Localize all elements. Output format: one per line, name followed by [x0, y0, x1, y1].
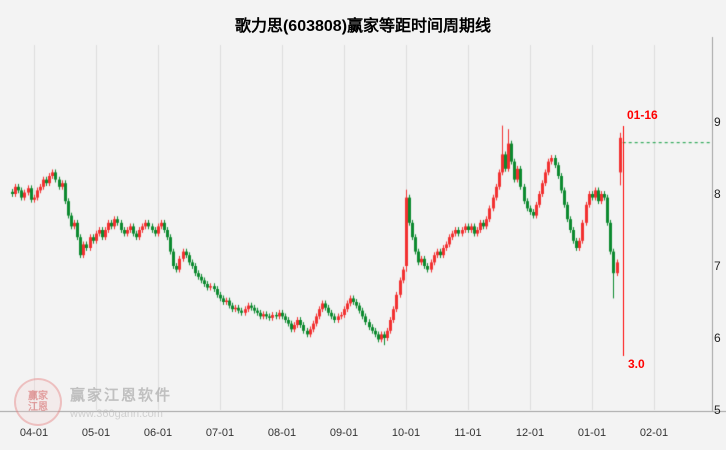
x-tick-label: 12-01 — [515, 427, 545, 439]
y-tick-label: 8 — [714, 187, 721, 201]
logo-text-line1: 赢家 — [28, 391, 48, 402]
x-tick-label: 06-01 — [143, 427, 173, 439]
watermark-brand: 赢家江恩软件 — [70, 387, 173, 404]
y-tick-label: 5 — [714, 403, 721, 417]
x-tick-label: 02-01 — [639, 427, 669, 439]
x-tick-label: 01-01 — [577, 427, 607, 439]
watermark: 赢家 江恩 赢家江恩软件 www.360gann.com — [14, 378, 172, 426]
cycle-date-annotation: 01-16 — [627, 108, 658, 122]
x-tick-label: 05-01 — [81, 427, 111, 439]
x-tick-label: 10-01 — [391, 427, 421, 439]
watermark-text: 赢家江恩软件 www.360gann.com — [70, 378, 172, 420]
x-tick-label: 09-01 — [329, 427, 359, 439]
x-tick-label: 04-01 — [19, 427, 49, 439]
winner-gann-logo-icon: 赢家 江恩 — [14, 378, 62, 426]
y-tick-label: 6 — [714, 331, 721, 345]
y-tick-label: 9 — [714, 115, 721, 129]
cycle-value-annotation: 3.0 — [628, 357, 645, 371]
watermark-url: www.360gann.com — [70, 408, 163, 420]
x-tick-label: 07-01 — [205, 427, 235, 439]
chart-title: 歌力思(603808)赢家等距时间周期线 — [234, 18, 492, 35]
x-tick-label: 11-01 — [454, 427, 482, 439]
y-tick-label: 7 — [714, 259, 721, 273]
x-tick-label: 08-01 — [267, 427, 297, 439]
logo-text-line2: 江恩 — [28, 402, 48, 413]
